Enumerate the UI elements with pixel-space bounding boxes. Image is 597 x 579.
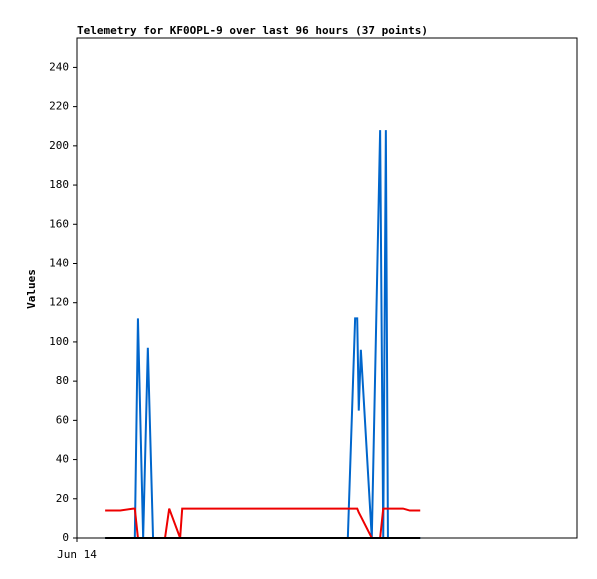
chart-title: Telemetry for KF0OPL-9 over last 96 hour… bbox=[77, 24, 428, 37]
y-tick-label: 20 bbox=[56, 492, 69, 505]
y-tick-label: 0 bbox=[62, 531, 69, 544]
y-tick-label: 160 bbox=[49, 217, 69, 230]
y-tick-label: 40 bbox=[56, 453, 69, 466]
y-axis-label: Values bbox=[25, 269, 38, 309]
x-tick-label: Jun 14 bbox=[57, 548, 97, 561]
y-tick-label: 100 bbox=[49, 335, 69, 348]
y-tick-label: 80 bbox=[56, 374, 69, 387]
y-tick-label: 220 bbox=[49, 100, 69, 113]
y-tick-label: 120 bbox=[49, 296, 69, 309]
y-tick-label: 140 bbox=[49, 256, 69, 269]
y-tick-label: 240 bbox=[49, 60, 69, 73]
y-tick-label: 60 bbox=[56, 413, 69, 426]
y-tick-label: 180 bbox=[49, 178, 69, 191]
y-tick-label: 200 bbox=[49, 139, 69, 152]
